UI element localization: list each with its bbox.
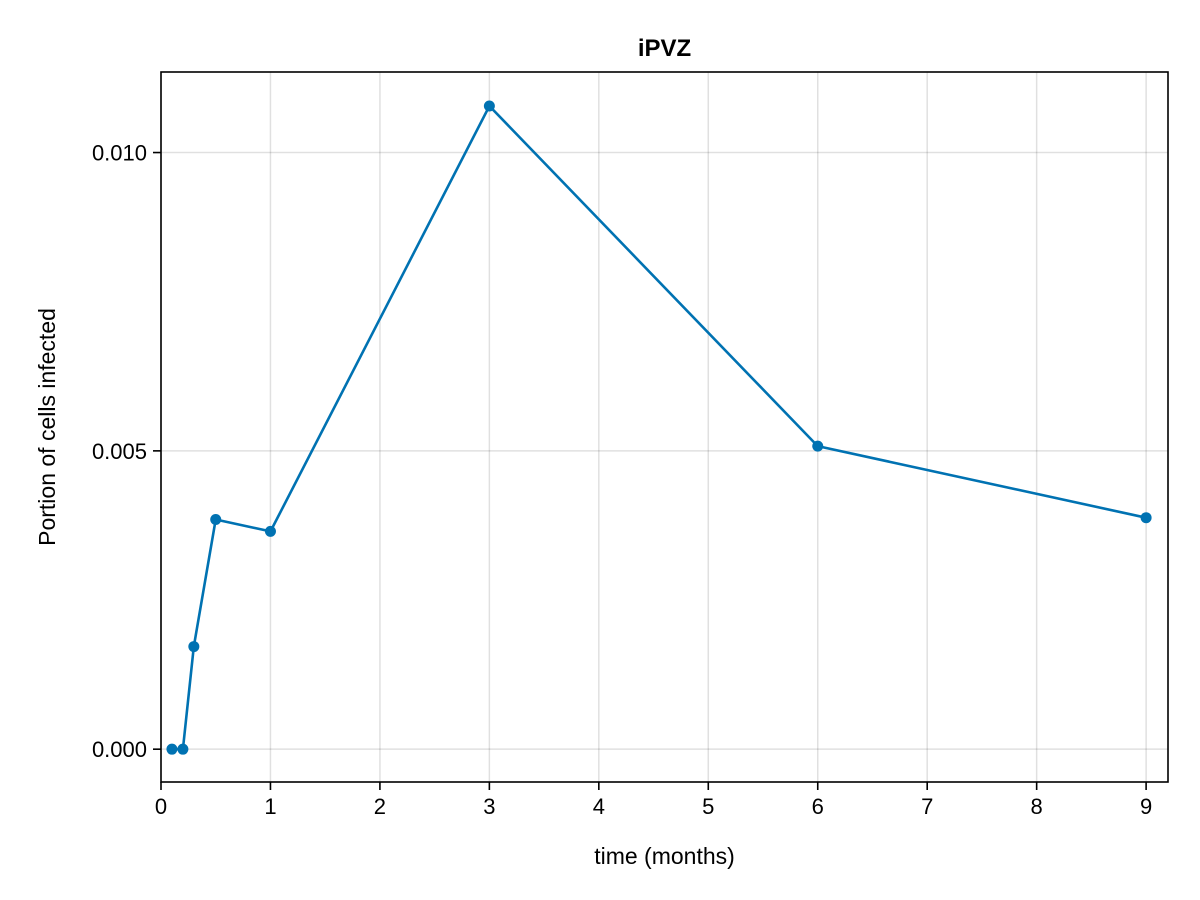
x-tick-label: 7 [921, 794, 933, 819]
x-tick-label: 3 [483, 794, 495, 819]
series-line [171, 104, 1147, 751]
y-tick-label: 0.000 [92, 737, 147, 762]
x-tick-label: 8 [1031, 794, 1043, 819]
y-tick-label: 0.010 [92, 141, 147, 166]
data-point [264, 525, 276, 537]
plot-frame [160, 71, 1169, 783]
data-points [166, 100, 1152, 755]
data-point [166, 743, 178, 755]
x-axis-label: time (months) [594, 843, 735, 869]
x-tick-label: 9 [1140, 794, 1152, 819]
data-point [1140, 512, 1152, 524]
y-axis-label: Portion of cells infected [34, 308, 60, 546]
x-tick-label: 5 [702, 794, 714, 819]
grid-lines [160, 72, 1168, 782]
data-point [812, 440, 824, 452]
data-point [188, 641, 200, 653]
series-lines [171, 104, 1147, 751]
x-tick-label: 0 [155, 794, 167, 819]
x-tick-label: 1 [264, 794, 276, 819]
x-tick-label: 2 [374, 794, 386, 819]
tick-labels: 0 1 2 3 4 5 6 7 8 9 0.000 0.005 0.010 [92, 141, 1152, 819]
data-point [210, 513, 222, 525]
x-tick-label: 6 [812, 794, 824, 819]
chart-title: iPVZ [638, 35, 691, 62]
data-point [177, 743, 189, 755]
data-point [483, 100, 495, 112]
axis-ticks [153, 151, 1147, 790]
x-tick-label: 4 [593, 794, 605, 819]
y-tick-label: 0.005 [92, 439, 147, 464]
